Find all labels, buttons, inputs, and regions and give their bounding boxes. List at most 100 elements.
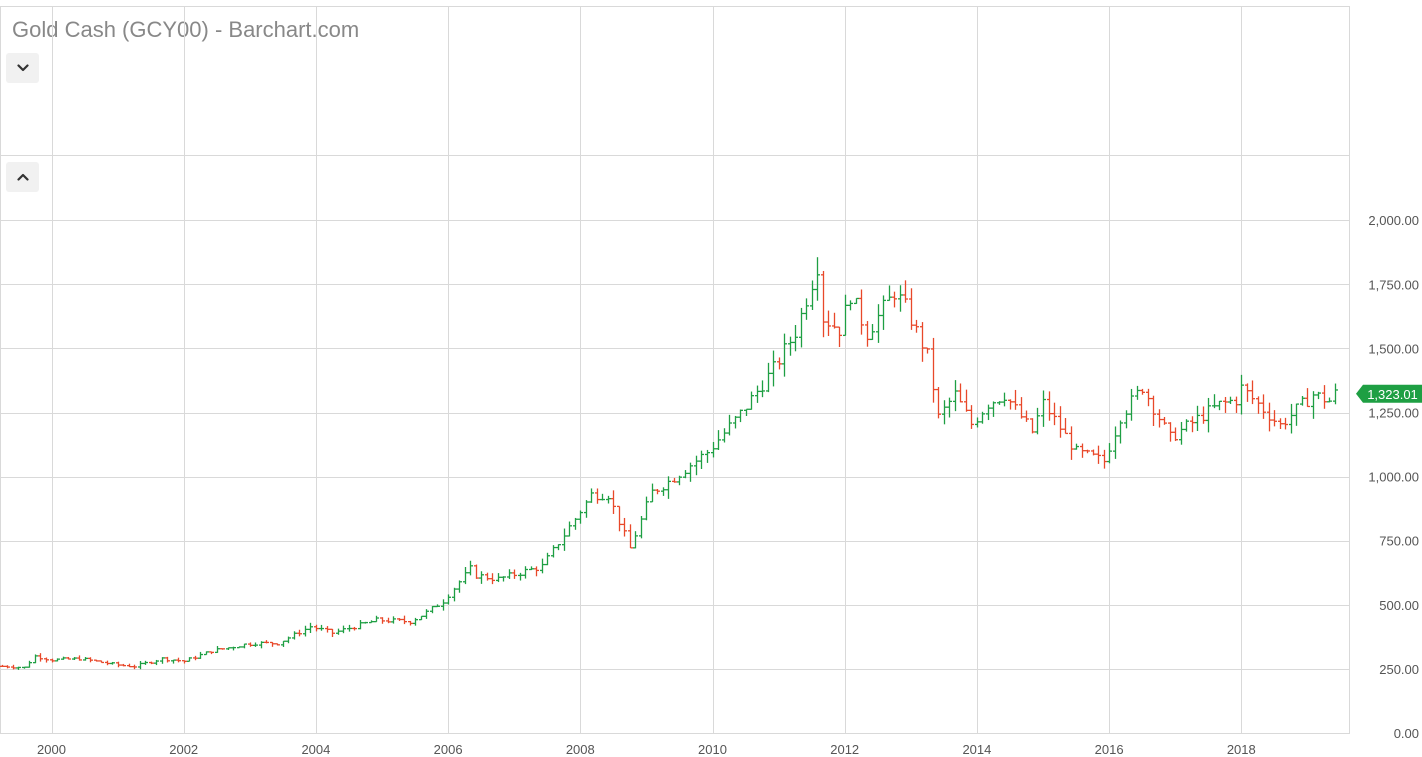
ohlc-bar — [237, 646, 242, 649]
ohlc-bar — [766, 362, 771, 393]
ohlc-bar — [1096, 445, 1101, 464]
ohlc-bar — [1162, 416, 1167, 425]
ohlc-bar — [898, 285, 903, 312]
ohlc-bar — [1140, 388, 1145, 395]
ohlc-bar — [446, 594, 451, 605]
ohlc-bar — [198, 651, 203, 659]
ohlc-bar — [534, 566, 539, 577]
ohlc-bar — [903, 280, 908, 303]
ohlc-bar — [628, 524, 633, 549]
ohlc-bar — [55, 658, 60, 662]
ohlc-bar — [83, 657, 88, 661]
ohlc-bar — [352, 626, 357, 631]
ohlc-bar — [837, 326, 842, 347]
ohlc-bar — [408, 620, 413, 626]
ohlc-bar — [881, 295, 886, 330]
ohlc-bar — [1146, 388, 1151, 407]
price-badge-value: 1,323.01 — [1367, 387, 1418, 402]
ohlc-bar — [452, 587, 457, 602]
ohlc-bar — [733, 415, 738, 429]
ohlc-bar — [1245, 383, 1250, 402]
x-tick-label: 2002 — [169, 742, 198, 757]
ohlc-bar — [292, 631, 297, 640]
ohlc-bar — [865, 321, 870, 347]
x-tick-label: 2004 — [301, 742, 330, 757]
ohlc-bar — [633, 531, 638, 549]
ohlc-bar — [182, 660, 187, 664]
ohlc-bar — [1041, 390, 1046, 427]
ohlc-bar — [204, 651, 209, 656]
ohlc-bar — [336, 628, 341, 635]
ohlc-bar — [1250, 380, 1255, 405]
ohlc-bar — [788, 336, 793, 356]
x-axis: 2000 2002 2004 2006 2008 2010 2012 2014 2016 2018 — [37, 742, 1256, 757]
ohlc-bar — [1058, 406, 1063, 438]
ohlc-bar — [1217, 400, 1222, 411]
ohlc-bar — [363, 621, 368, 624]
ohlc-bar — [413, 617, 418, 626]
ohlc-bar — [854, 297, 859, 305]
ohlc-bar — [738, 409, 743, 423]
x-tick-label: 2012 — [830, 742, 859, 757]
ohlc-bar — [507, 569, 512, 580]
ohlc-bar — [380, 617, 385, 624]
ohlc-bar — [931, 337, 936, 403]
ohlc-bar — [281, 640, 286, 647]
y-axis: 0.00 250.00 500.00 750.00 1,000.00 1,250.00 1,… — [1368, 213, 1419, 741]
ohlc-bar — [1151, 395, 1156, 427]
ohlc-bar — [220, 648, 225, 650]
ohlc-bar — [474, 564, 479, 579]
y-tick-label: 1,500.00 — [1368, 341, 1419, 356]
ohlc-bar — [1316, 391, 1321, 400]
ohlc-bar — [435, 604, 440, 608]
ohlc-bar — [66, 656, 71, 660]
y-tick-label: 2,000.00 — [1368, 213, 1419, 228]
ohlc-bar — [793, 324, 798, 352]
last-price-badge: 1,323.01 — [1356, 384, 1422, 403]
ohlc-bar — [942, 400, 947, 425]
ohlc-bar — [777, 357, 782, 370]
ohlc-bar — [1322, 385, 1327, 409]
ohlc-bar — [1024, 410, 1029, 422]
ohlc-bar — [826, 310, 831, 337]
ohlc-bar — [286, 636, 291, 644]
ohlc-bar — [650, 483, 655, 503]
ohlc-bar — [892, 291, 897, 308]
ohlc-bar — [138, 661, 143, 670]
ohlc-bar — [127, 663, 132, 668]
ohlc-bar — [1267, 402, 1272, 432]
x-tick-label: 2016 — [1095, 742, 1124, 757]
ohlc-bar — [1052, 402, 1057, 426]
ohlc-bar — [782, 333, 787, 377]
ohlc-bar — [512, 569, 517, 579]
ohlc-bar — [479, 571, 484, 584]
ohlc-bar — [909, 288, 914, 330]
ohlc-bar — [303, 625, 308, 637]
ohlc-bar — [639, 515, 644, 539]
ohlc-bar — [755, 385, 760, 403]
collapse-panel-button[interactable] — [6, 53, 39, 83]
ohlc-bar — [27, 660, 32, 668]
ohlc-bar — [1206, 397, 1211, 433]
ohlc-bar — [920, 322, 925, 362]
ohlc-bar — [165, 656, 170, 663]
ohlc-bar — [997, 401, 1002, 405]
ohlc-bar — [501, 576, 506, 582]
y-tick-label: 250.00 — [1379, 662, 1419, 677]
ohlc-bar — [947, 397, 952, 418]
ohlc-bar — [545, 552, 550, 566]
ohlc-bar — [248, 642, 253, 647]
ohlc-bar — [1239, 374, 1244, 415]
expand-panel-button[interactable] — [6, 162, 39, 192]
ohlc-bar — [369, 620, 374, 624]
ohlc-bar — [386, 617, 391, 624]
ohlc-bar — [1228, 396, 1233, 404]
ohlc-bar — [1113, 426, 1118, 459]
ohlc-bar — [231, 646, 236, 651]
ohlc-bar — [1107, 443, 1112, 464]
ohlc-bar — [490, 573, 495, 585]
ohlc-bar — [644, 496, 649, 521]
ohlc-bar — [171, 659, 176, 664]
ohlc-bar — [518, 572, 523, 581]
